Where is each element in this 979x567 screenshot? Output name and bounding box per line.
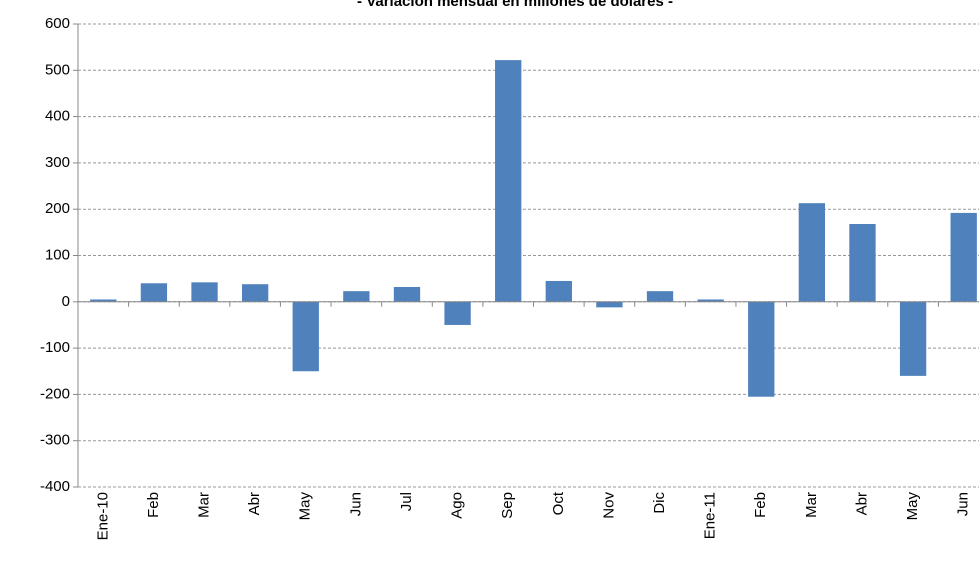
y-tick-label: 0 (62, 293, 70, 310)
y-tick-label: 100 (45, 246, 70, 263)
x-tick-label: Oct (550, 491, 567, 515)
x-tick-label: Feb (752, 492, 769, 518)
bar (140, 283, 168, 302)
x-tick-label: Feb (145, 492, 162, 518)
bar (90, 299, 117, 302)
chart-title: - Variación mensual en millones de dólar… (357, 0, 673, 10)
y-tick-label: -300 (40, 432, 70, 449)
bar (495, 60, 522, 302)
y-tick-label: -200 (40, 385, 70, 402)
bar (697, 299, 724, 302)
x-tick-label: Abr (246, 492, 263, 515)
x-tick-label: May (297, 492, 314, 521)
y-tick-label: -100 (40, 339, 70, 356)
x-tick-label: Mar (803, 492, 820, 518)
bar (899, 301, 927, 376)
y-tick-label: 300 (45, 154, 70, 171)
bar (748, 301, 775, 397)
bar (596, 301, 623, 308)
x-tick-label: Jun (955, 492, 972, 516)
x-tick-label: Ene-11 (702, 492, 719, 539)
bar (393, 286, 421, 302)
x-tick-label: Jul (398, 492, 415, 511)
y-tick-label: 200 (45, 200, 70, 217)
bar (444, 301, 471, 325)
bar (646, 291, 674, 302)
bar (950, 212, 977, 302)
x-tick-label: Ago (449, 492, 466, 519)
x-tick-label: Dic (651, 492, 668, 514)
bar (241, 284, 269, 302)
x-tick-label: Sep (499, 492, 516, 519)
bar (798, 203, 826, 302)
y-tick-label: 500 (45, 61, 70, 78)
x-tick-label: Jun (347, 492, 364, 516)
x-tick-label: Abr (853, 492, 870, 515)
x-tick-label: Ene-10 (94, 492, 111, 540)
bar (343, 291, 370, 302)
bar (292, 301, 319, 372)
bar (849, 224, 876, 302)
x-tick-label: Nov (600, 492, 617, 519)
y-tick-label: 400 (45, 108, 70, 125)
bar (191, 282, 218, 302)
y-tick-label: -400 (40, 478, 70, 495)
x-tick-label: May (904, 492, 921, 521)
bar (545, 280, 572, 302)
x-tick-label: Mar (195, 492, 212, 518)
y-tick-label: 600 (45, 15, 70, 32)
